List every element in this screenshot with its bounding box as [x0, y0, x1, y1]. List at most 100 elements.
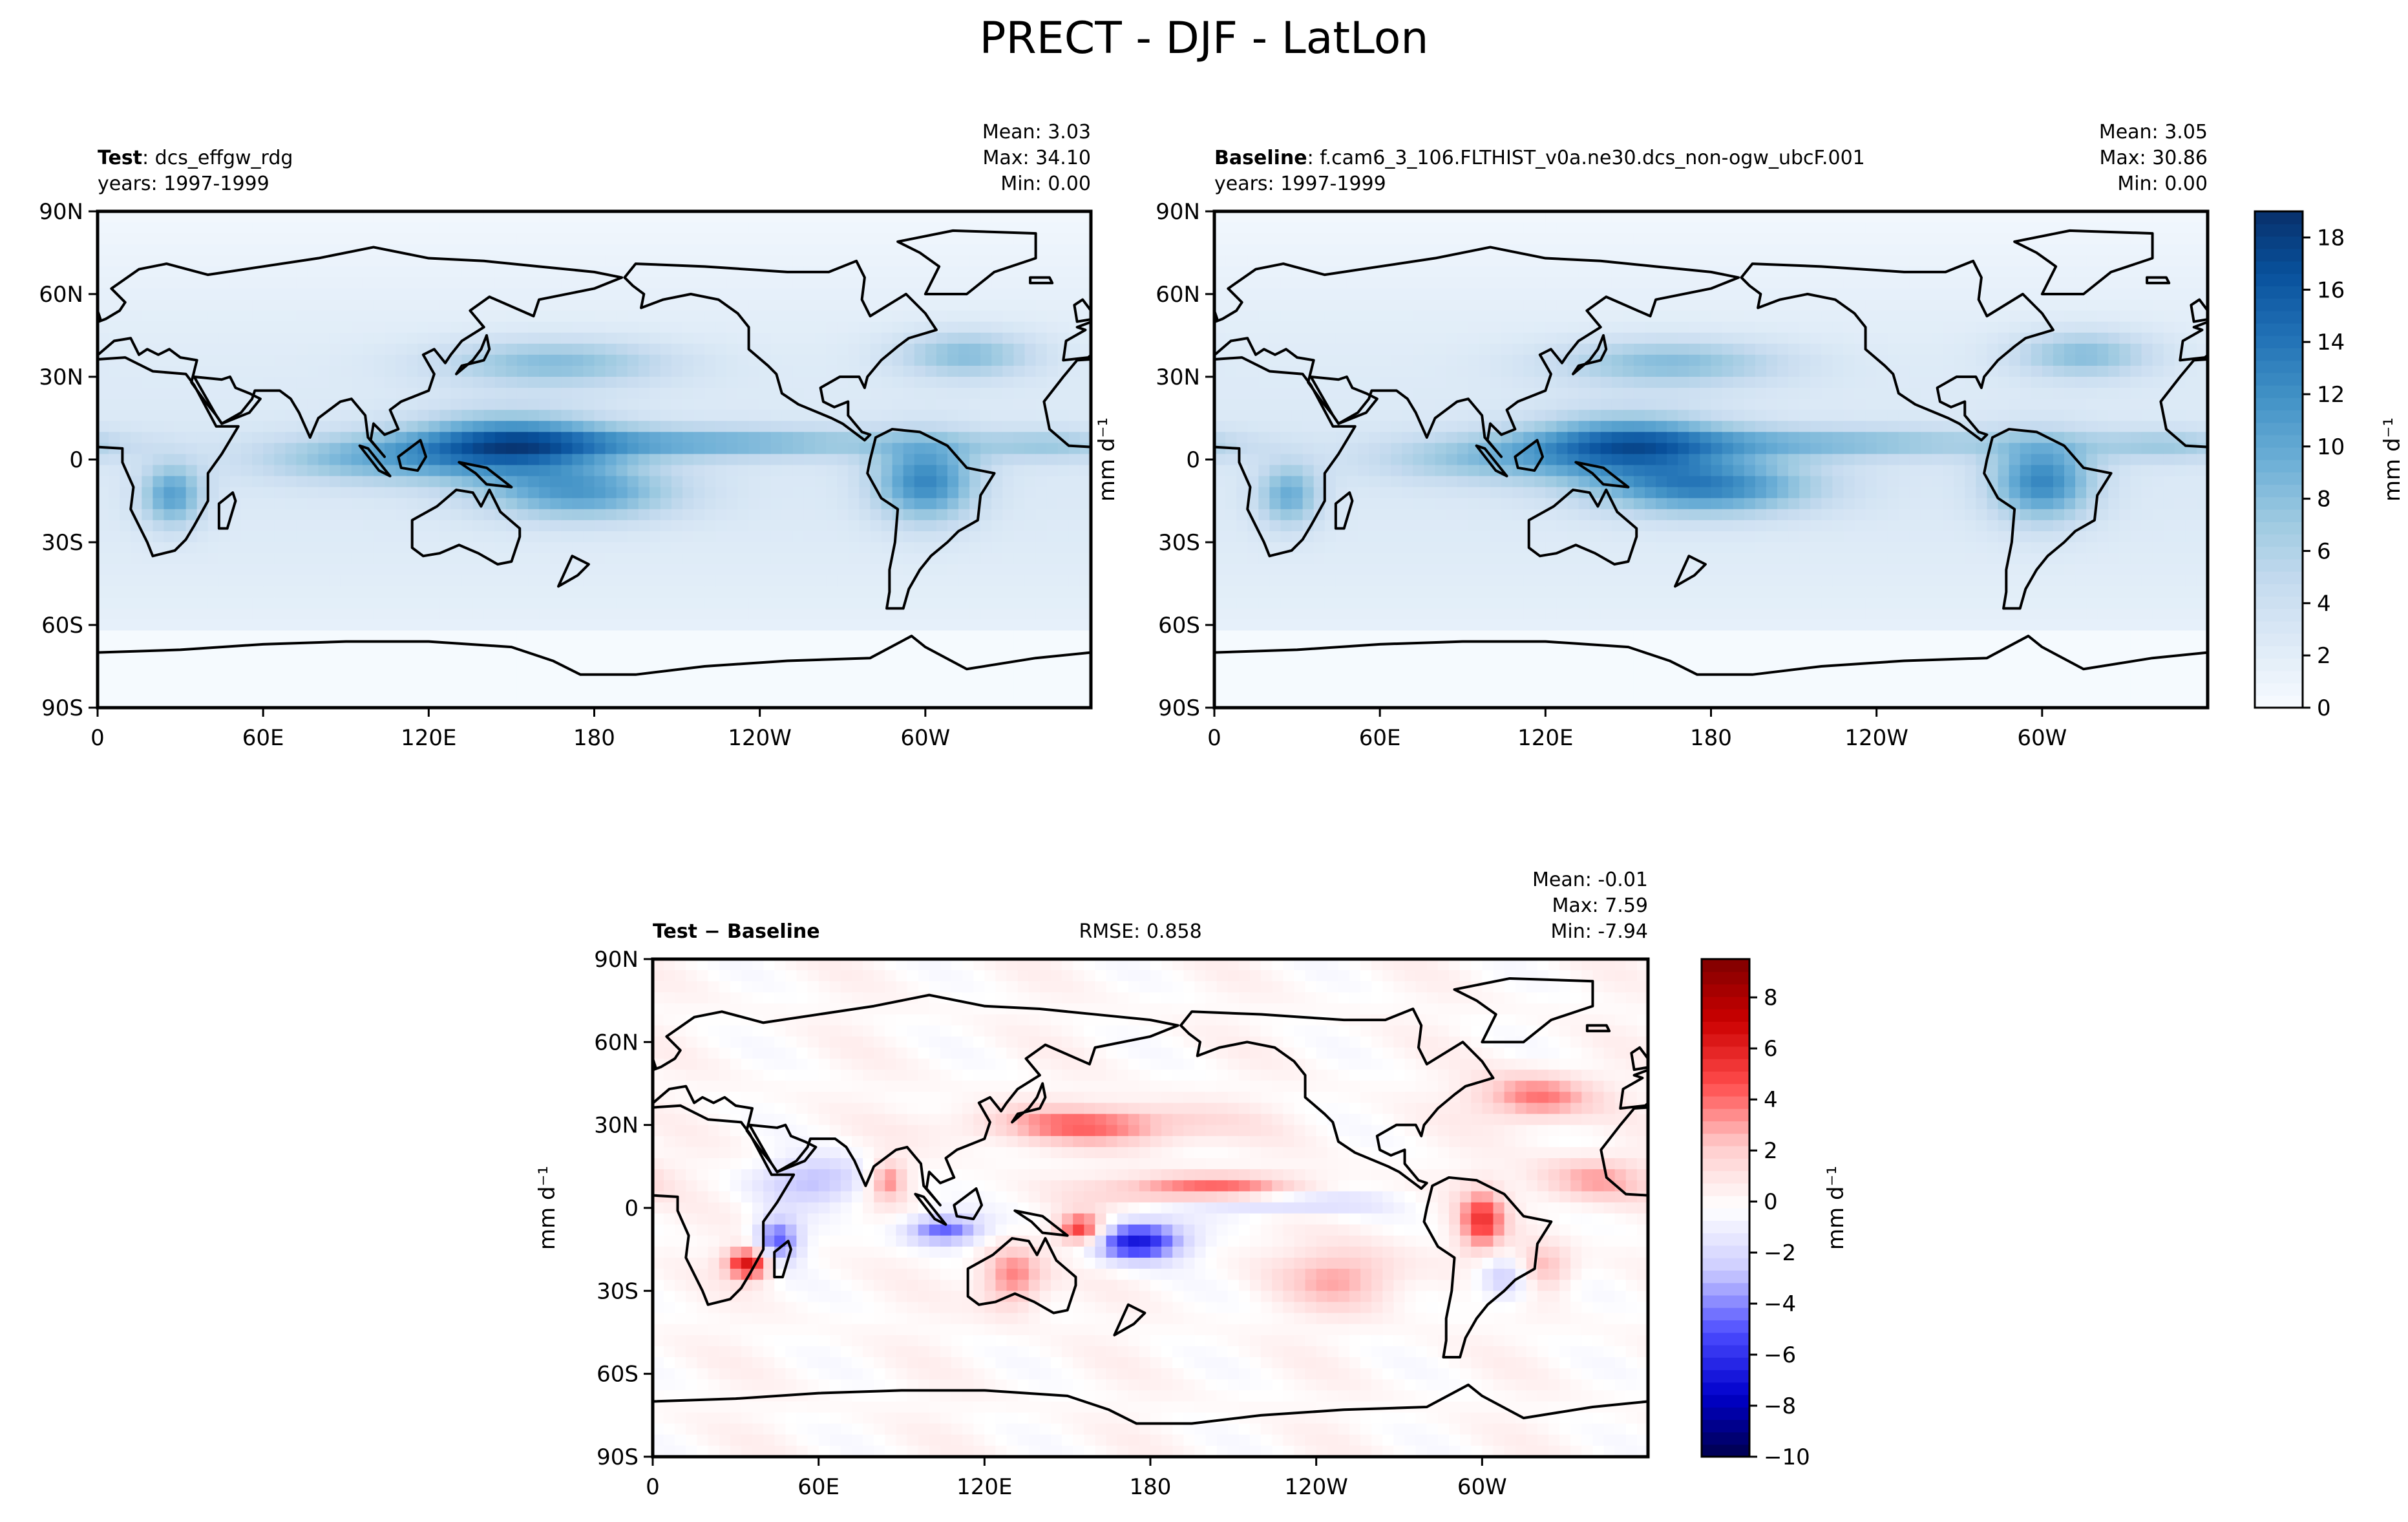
- field-cell: [605, 211, 617, 223]
- field-cell: [1002, 299, 1015, 312]
- field-cell: [936, 498, 948, 510]
- field-cell: [1236, 619, 1248, 631]
- field-cell: [550, 619, 562, 631]
- field-cell: [748, 255, 761, 267]
- field-cell: [164, 630, 176, 642]
- field-cell: [263, 465, 275, 477]
- field-cell: [450, 377, 463, 388]
- field-cell: [185, 388, 198, 399]
- field-cell: [1380, 597, 1391, 609]
- field-cell: [572, 674, 584, 686]
- field-cell: [748, 476, 761, 488]
- field-cell: [848, 696, 860, 708]
- field-cell: [803, 365, 816, 377]
- field-cell: [1079, 696, 1091, 708]
- field-cell: [616, 244, 628, 256]
- field-cell: [472, 277, 485, 290]
- field-cell: [373, 233, 385, 245]
- field-cell: [1035, 211, 1048, 223]
- field-cell: [682, 608, 694, 620]
- field-cell: [627, 630, 639, 642]
- field-cell: [969, 354, 981, 366]
- field-cell: [781, 575, 794, 587]
- field-cell: [1002, 377, 1015, 388]
- field-cell: [914, 619, 926, 631]
- field-cell: [373, 476, 385, 488]
- field-cell: [594, 619, 606, 631]
- field-cell: [396, 586, 407, 598]
- field-cell: [109, 244, 120, 256]
- field-cell: [417, 487, 429, 499]
- field-cell: [649, 332, 661, 344]
- field-cell: [815, 597, 827, 609]
- field-cell: [726, 509, 739, 521]
- field-cell: [892, 244, 904, 256]
- field-cell: [1302, 641, 1315, 653]
- field-cell: [528, 222, 540, 234]
- field-cell: [1402, 332, 1413, 344]
- field-cell: [1313, 597, 1325, 609]
- field-cell: [539, 630, 551, 642]
- field-cell: [318, 266, 330, 278]
- field-cell: [726, 586, 739, 598]
- field-cell: [329, 575, 341, 587]
- field-cell: [781, 531, 794, 543]
- field-cell: [1035, 255, 1048, 267]
- field-cell: [1313, 211, 1325, 223]
- field-cell: [1046, 564, 1059, 576]
- field-cell: [274, 222, 286, 234]
- field-cell: [638, 586, 650, 598]
- field-cell: [583, 222, 595, 234]
- field-cell: [1424, 399, 1436, 410]
- field-cell: [385, 266, 396, 278]
- field-cell: [1291, 531, 1304, 543]
- field-cell: [815, 343, 827, 355]
- field-cell: [196, 487, 209, 499]
- field-cell: [991, 354, 1003, 366]
- field-cell: [881, 575, 893, 587]
- field-cell: [539, 321, 551, 333]
- field-cell: [759, 443, 772, 455]
- field-cell: [1291, 564, 1304, 576]
- field-cell: [1380, 696, 1391, 708]
- field-cell: [494, 674, 507, 686]
- field-cell: [837, 575, 849, 587]
- field-cell: [417, 410, 429, 421]
- field-cell: [385, 343, 396, 355]
- field-cell: [826, 674, 838, 686]
- field-cell: [263, 487, 275, 499]
- field-cell: [1402, 663, 1413, 675]
- field-cell: [605, 586, 617, 598]
- field-cell: [826, 487, 838, 499]
- field-cell: [1258, 454, 1270, 466]
- field-cell: [638, 608, 650, 620]
- field-cell: [759, 685, 772, 697]
- field-cell: [748, 222, 761, 234]
- field-cell: [185, 277, 198, 290]
- field-cell: [505, 531, 518, 543]
- field-cell: [616, 332, 628, 344]
- field-cell: [815, 454, 827, 466]
- field-cell: [351, 641, 363, 653]
- field-cell: [892, 432, 904, 443]
- field-cell: [1046, 498, 1059, 510]
- field-cell: [528, 321, 540, 333]
- field-cell: [1046, 553, 1059, 565]
- field-cell: [594, 685, 606, 697]
- field-cell: [892, 255, 904, 267]
- field-cell: [407, 674, 418, 686]
- field-cell: [693, 487, 705, 499]
- field-cell: [1280, 454, 1293, 466]
- field-cell: [428, 652, 441, 664]
- field-cell: [472, 454, 485, 466]
- field-cell: [660, 597, 672, 609]
- field-cell: [1035, 520, 1048, 532]
- field-cell: [726, 277, 739, 290]
- field-cell: [803, 288, 816, 301]
- field-cell: [296, 277, 308, 290]
- field-cell: [1035, 498, 1048, 510]
- field-cell: [870, 454, 882, 466]
- field-cell: [759, 476, 772, 488]
- field-cell: [1413, 310, 1425, 322]
- field-cell: [196, 222, 209, 234]
